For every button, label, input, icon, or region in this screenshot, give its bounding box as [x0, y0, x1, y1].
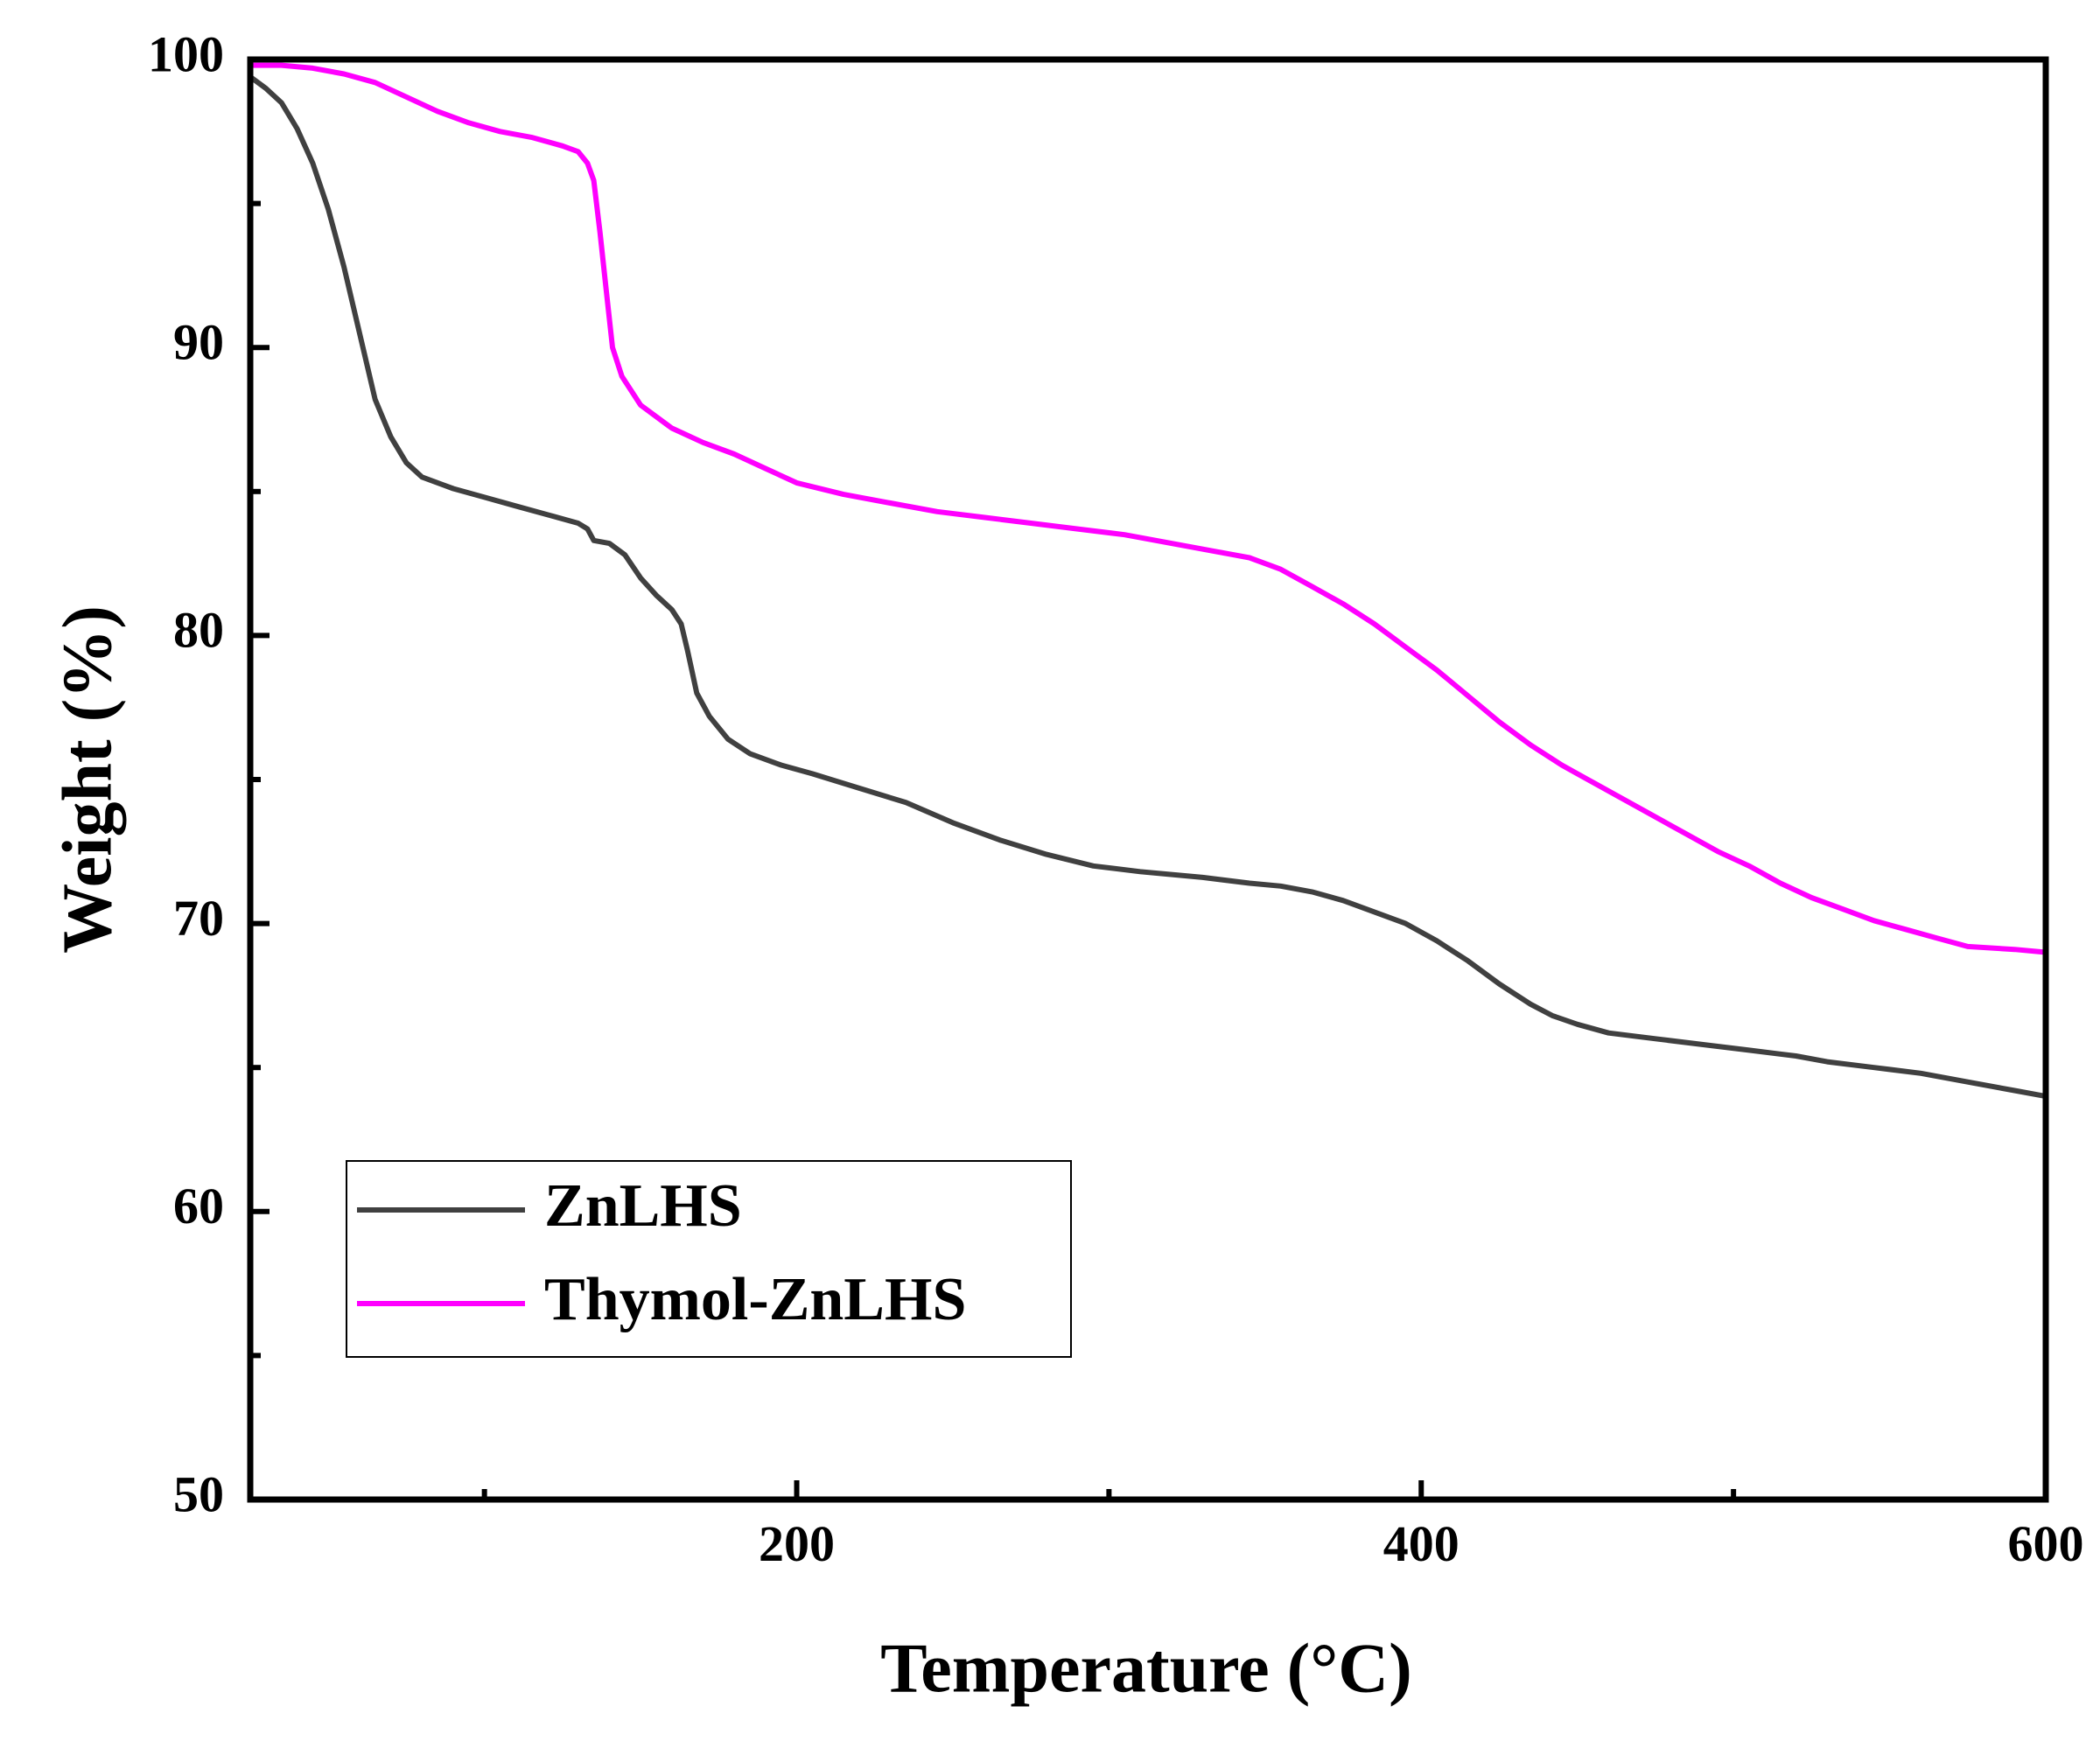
- series-layer: [248, 62, 2048, 1100]
- y-axis-title: Weight (%): [49, 605, 126, 954]
- y-tick-label-90: 90: [173, 314, 224, 371]
- legend-box: [346, 1160, 1072, 1358]
- legend-label-znlhs: ZnLHS: [544, 1172, 742, 1240]
- tick-layer: 200 400 600 50 60 70 80 90 100: [148, 25, 2084, 1572]
- x-tick-label-400: 400: [1383, 1515, 1460, 1572]
- x-tick-label-200: 200: [759, 1515, 835, 1572]
- y-tick-label-70: 70: [173, 890, 224, 947]
- legend-label-thymol-znlhs: Thymol-ZnLHS: [544, 1266, 966, 1333]
- y-tick-label-60: 60: [173, 1178, 224, 1234]
- series-line-thymol-znlhs: [248, 62, 2048, 955]
- y-tick-label-100: 100: [148, 25, 224, 82]
- y-tick-label-50: 50: [173, 1465, 224, 1522]
- x-tick-label-600: 600: [2008, 1515, 2084, 1572]
- y-tick-label-80: 80: [173, 602, 224, 659]
- x-axis-title: Temperature (°C): [880, 1630, 1411, 1707]
- legend: ZnLHS Thymol-ZnLHS: [346, 1160, 1072, 1358]
- series-line-znlhs: [248, 73, 2048, 1100]
